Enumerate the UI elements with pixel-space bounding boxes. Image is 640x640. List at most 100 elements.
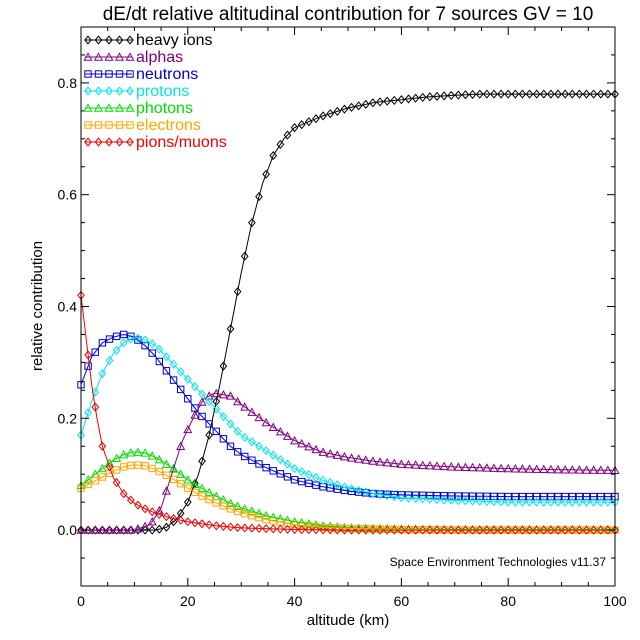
data-point-heavy-ions (568, 89, 577, 99)
data-point-alphas (161, 486, 171, 495)
data-point-electrons (112, 466, 121, 474)
data-point-heavy-ions (490, 89, 498, 99)
data-point-electrons (162, 471, 171, 480)
data-point-pions-muons (290, 524, 299, 535)
series-line-alphas (81, 392, 615, 531)
legend-label: electrons (136, 117, 201, 134)
y-tick-label: 0.6 (58, 187, 78, 203)
data-point-heavy-ions (369, 98, 377, 108)
legend-marker (126, 70, 134, 78)
data-point-protons (141, 335, 149, 345)
data-point-heavy-ions (148, 525, 157, 535)
data-point-pions-muons (525, 525, 534, 535)
y-axis: 0.0 0.2 0.4 0.6 0.8 (58, 54, 615, 559)
data-point-heavy-ions (319, 111, 327, 121)
data-point-heavy-ions (433, 91, 441, 101)
data-point-heavy-ions (525, 89, 534, 99)
data-point-neutrons (91, 348, 99, 356)
data-point-heavy-ions (283, 130, 292, 140)
data-point-heavy-ions (454, 90, 463, 100)
data-point-heavy-ions (575, 89, 584, 99)
data-point-heavy-ions (461, 90, 470, 100)
data-point-heavy-ions (347, 102, 356, 112)
data-point-neutrons (84, 362, 92, 370)
data-point-heavy-ions (397, 95, 406, 105)
data-point-pions-muons (518, 525, 527, 535)
data-point-protons (511, 497, 520, 507)
data-point-pions-muons (482, 525, 491, 535)
data-point-alphas (190, 410, 200, 419)
data-point-protons (468, 496, 477, 506)
data-point-protons (475, 496, 484, 506)
data-point-neutrons (262, 463, 270, 472)
data-point-protons (333, 480, 342, 490)
legend-marker (115, 121, 124, 129)
legend-entry-photons: photons (83, 100, 193, 117)
data-point-pions-muons (240, 523, 249, 533)
data-point-heavy-ions (105, 525, 114, 535)
data-point-protons (504, 497, 513, 507)
legend-marker (105, 86, 113, 96)
data-point-pions-muons (504, 525, 513, 535)
data-point-protons (411, 493, 420, 503)
plot-markers (76, 89, 620, 535)
data-point-pions-muons (276, 524, 285, 534)
data-point-protons (532, 497, 541, 507)
data-point-pions-muons (219, 521, 228, 531)
x-tick-label: 60 (394, 593, 410, 609)
legend-marker (105, 121, 113, 129)
data-point-heavy-ions (532, 89, 541, 99)
legend-marker (94, 35, 103, 45)
data-point-pions-muons (98, 441, 107, 451)
data-point-pions-muons (568, 525, 577, 535)
data-point-heavy-ions (240, 251, 249, 261)
data-point-protons (191, 382, 199, 392)
legend: heavy ionsalphasneutronsprotonsphotonsel… (83, 32, 227, 151)
data-point-pions-muons (475, 525, 484, 535)
data-point-neutrons (233, 448, 242, 456)
data-point-photons (83, 475, 93, 484)
data-point-heavy-ions (547, 89, 555, 99)
data-point-neutrons (191, 404, 199, 412)
data-point-neutrons (269, 467, 277, 475)
series-line-pions-muons (80, 295, 615, 531)
data-point-protons (447, 495, 456, 505)
data-point-neutrons (198, 412, 206, 421)
legend-entry-pions-muons: pions/muons (84, 134, 227, 151)
data-point-electrons (155, 467, 164, 476)
legend-marker (93, 52, 104, 61)
data-point-electrons (212, 499, 220, 507)
data-point-protons (233, 426, 242, 436)
data-point-neutrons (241, 452, 249, 461)
data-point-heavy-ions (126, 525, 135, 535)
series-line-protons (80, 336, 615, 503)
data-point-photons (154, 454, 164, 464)
data-point-electrons (91, 477, 99, 485)
data-point-protons (561, 497, 570, 507)
data-point-pions-muons (582, 525, 591, 535)
legend-marker (93, 103, 104, 112)
data-point-heavy-ions (340, 104, 349, 114)
data-point-protons (461, 496, 470, 506)
legend-marker (125, 52, 135, 61)
data-point-heavy-ions (183, 497, 192, 507)
data-point-protons (169, 359, 178, 369)
data-point-pions-muons (255, 523, 263, 533)
data-point-heavy-ions (98, 525, 107, 535)
data-point-protons (176, 367, 185, 377)
data-point-neutrons (98, 339, 107, 347)
legend-marker (126, 121, 134, 129)
data-point-heavy-ions (561, 89, 570, 99)
data-point-pions-muons (297, 525, 306, 535)
data-point-pions-muons (205, 520, 214, 530)
data-point-photons (233, 501, 243, 510)
data-point-pions-muons (162, 512, 171, 522)
data-point-protons (319, 475, 327, 485)
data-point-neutrons (212, 427, 220, 436)
data-point-protons (426, 494, 434, 504)
data-point-heavy-ions (262, 169, 270, 179)
data-point-pions-muons (233, 522, 242, 533)
data-point-photons (225, 498, 236, 507)
data-point-pions-muons (283, 524, 292, 534)
